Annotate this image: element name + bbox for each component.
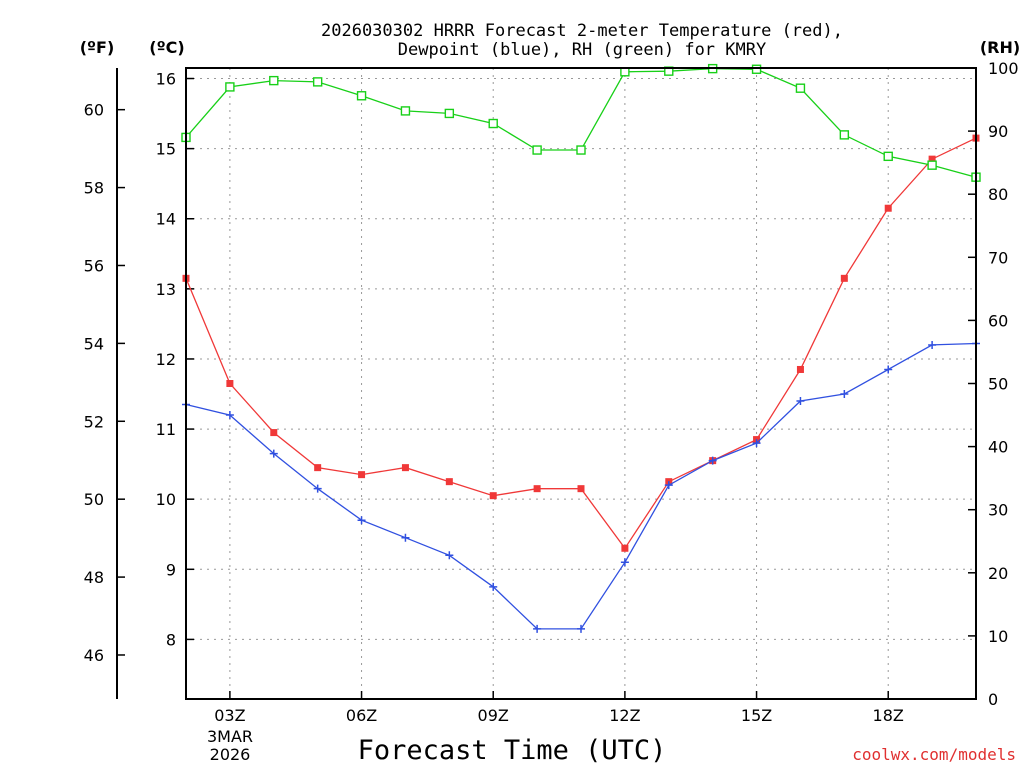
dewpoint-point [489, 582, 498, 591]
fahrenheit-tick-label: 52 [84, 412, 104, 431]
rh-point [269, 75, 279, 86]
temperature-point [401, 464, 409, 472]
dewpoint-point [884, 365, 893, 374]
temperature-point [226, 380, 234, 387]
rh-point [444, 108, 455, 119]
rh-point [576, 145, 586, 155]
celsius-tick-label: 16 [156, 70, 176, 89]
celsius-tick-label: 9 [166, 560, 176, 579]
chart-title-line1: 2026030302 HRRR Forecast 2-meter Tempera… [321, 21, 843, 41]
temperature-point [796, 365, 804, 373]
rh-point [488, 118, 498, 129]
x-tick-label: 18Z [873, 706, 904, 725]
x-tick-label: 12Z [609, 706, 640, 725]
rh-point [400, 106, 411, 116]
dewpoint-point [840, 390, 849, 399]
dewpoint-point [533, 624, 542, 633]
temperature-point [621, 544, 629, 552]
rh-point [225, 82, 235, 92]
x-tick-label: 15Z [741, 706, 772, 725]
temperature-point [577, 485, 585, 493]
dewpoint-point [752, 439, 761, 448]
rh-tick-label: 90 [988, 122, 1008, 141]
rh-tick-label: 20 [988, 564, 1008, 583]
celsius-unit-label: (ºC) [149, 38, 184, 57]
rh-point [356, 91, 367, 101]
celsius-tick-label: 15 [156, 140, 176, 159]
fahrenheit-tick-label: 58 [84, 179, 104, 198]
temperature-point [533, 485, 541, 493]
chart-title-line2: Dewpoint (blue), RH (green) for KMRY [398, 40, 766, 60]
dewpoint-point [577, 624, 585, 633]
dewpoint-point [796, 397, 805, 406]
fahrenheit-unit-label: (ºF) [80, 38, 115, 57]
rh-point [883, 151, 893, 162]
dewpoint-point [269, 449, 278, 458]
rh-point [312, 77, 323, 87]
date-label-year: 2026 [210, 745, 251, 764]
rh-unit-label: (RH) [980, 38, 1020, 57]
dewpoint-point [664, 481, 673, 490]
celsius-tick-label: 10 [156, 490, 176, 509]
x-tick-label: 03Z [214, 706, 245, 725]
dewpoint-point [313, 484, 322, 493]
rh-line [185, 67, 977, 178]
data-series [181, 63, 981, 633]
gridlines [186, 68, 976, 699]
temperature-point [840, 274, 848, 282]
fahrenheit-tick-label: 60 [84, 101, 104, 120]
rh-tick-label: 60 [988, 311, 1008, 330]
dewpoint-point [708, 456, 717, 465]
temperature-point [314, 464, 322, 472]
temperature-point [928, 155, 936, 163]
fahrenheit-tick-label: 48 [84, 568, 104, 587]
fahrenheit-tick-label: 56 [84, 256, 104, 275]
celsius-tick-label: 14 [156, 210, 176, 229]
fahrenheit-tick-label: 54 [84, 334, 104, 353]
temperature-point [270, 429, 278, 437]
x-tick-label: 06Z [346, 706, 377, 725]
rh-point [532, 145, 542, 155]
rh-tick-label: 70 [988, 248, 1008, 267]
rh-tick-label: 40 [988, 438, 1008, 457]
rh-point [927, 160, 937, 170]
date-label-day: 3MAR [207, 727, 253, 746]
plot-area-frame [185, 67, 977, 700]
dewpoint-point [445, 551, 454, 560]
rh-point [795, 83, 806, 93]
rh-tick-label: 50 [988, 375, 1008, 394]
celsius-tick-label: 8 [166, 630, 176, 649]
x-tick-label: 09Z [478, 706, 509, 725]
temperature-point [445, 478, 453, 486]
temperature-point [489, 492, 497, 500]
rh-point [839, 130, 850, 140]
fahrenheit-tick-label: 46 [84, 646, 104, 665]
x-axis-title: Forecast Time (UTC) [358, 735, 667, 766]
rh-tick-label: 30 [988, 501, 1008, 520]
dewpoint-point [401, 533, 410, 542]
rh-tick-label: 0 [988, 690, 998, 709]
dewpoint-point [357, 516, 366, 525]
celsius-tick-label: 12 [156, 350, 176, 369]
celsius-tick-label: 13 [156, 280, 176, 299]
temperature-point [884, 204, 892, 212]
temperature-point [358, 471, 366, 479]
rh-point [751, 64, 762, 74]
rh-tick-label: 10 [988, 627, 1008, 646]
credit-text: coolwx.com/models [852, 745, 1016, 764]
dewpoint-point [225, 411, 234, 420]
fahrenheit-tick-label: 50 [84, 490, 104, 509]
rh-tick-label: 80 [988, 185, 1008, 204]
celsius-tick-label: 11 [156, 420, 176, 439]
dewpoint-point [928, 340, 937, 349]
dewpoint-point [620, 558, 629, 567]
axis-ticks: 03Z 06Z 09Z 12Z 15Z 18Z 8 9 10 11 12 13 14 15 16 46 48 50… [84, 59, 1019, 725]
rh-tick-label: 100 [988, 59, 1019, 78]
